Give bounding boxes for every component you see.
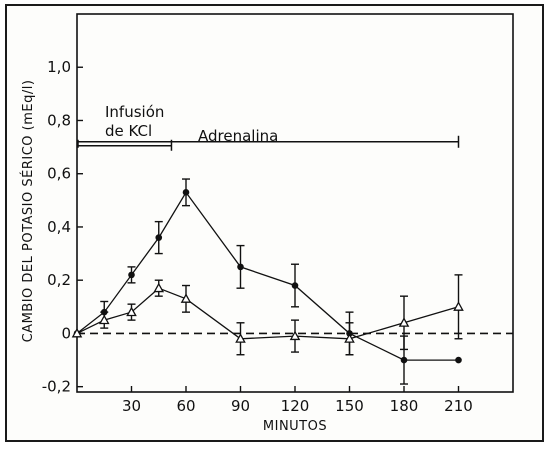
y-tick-label: 0,6 [47, 165, 71, 183]
y-tick-label: 1,0 [47, 58, 71, 76]
series-2-line [76, 287, 459, 340]
x-tick-label: 210 [444, 397, 473, 415]
data-point-filled-circle [182, 189, 190, 196]
infusion-label-line1: Infusión [105, 103, 164, 121]
data-point-filled-circle [455, 356, 462, 364]
y-tick-label: 0 [61, 324, 71, 342]
data-point-filled-circle [400, 356, 408, 364]
x-tick-label: 120 [281, 397, 310, 415]
data-point-filled-circle [128, 271, 135, 279]
data-point-filled-circle [237, 263, 244, 271]
y-tick-label: 0,4 [47, 218, 71, 236]
x-tick-label: 90 [231, 397, 250, 415]
data-point-open-triangle [398, 317, 410, 327]
data-point-open-triangle [453, 301, 464, 311]
figure-frame [5, 4, 544, 442]
data-point-open-triangle [235, 333, 246, 343]
x-tick-label: 150 [335, 397, 364, 415]
data-point-open-triangle [180, 293, 192, 303]
y-tick-label: 0,8 [47, 111, 71, 129]
x-tick-label: 30 [122, 397, 141, 415]
data-point-open-triangle [289, 330, 301, 341]
data-point-open-triangle [126, 306, 137, 317]
y-tick-label: 0,2 [47, 271, 71, 289]
x-axis-title: MINUTOS [263, 419, 327, 434]
adrenaline-label: Adrenalina [198, 127, 278, 145]
x-tick-label: 60 [176, 397, 195, 415]
infusion-label-line2: de KCl [105, 122, 152, 140]
data-point-filled-circle [291, 282, 299, 289]
data-point-open-triangle [71, 327, 83, 338]
x-tick-label: 180 [390, 397, 419, 415]
y-tick-label: -0,2 [42, 378, 71, 396]
series-1-line [76, 191, 459, 361]
data-point-open-triangle [98, 314, 110, 325]
y-axis-title: CAMBIO DEL POTASIO SÉRICO (mEq/l) [20, 80, 36, 343]
data-point-filled-circle [155, 234, 163, 241]
data-point-open-triangle [153, 282, 165, 293]
data-point-open-triangle [344, 333, 355, 343]
